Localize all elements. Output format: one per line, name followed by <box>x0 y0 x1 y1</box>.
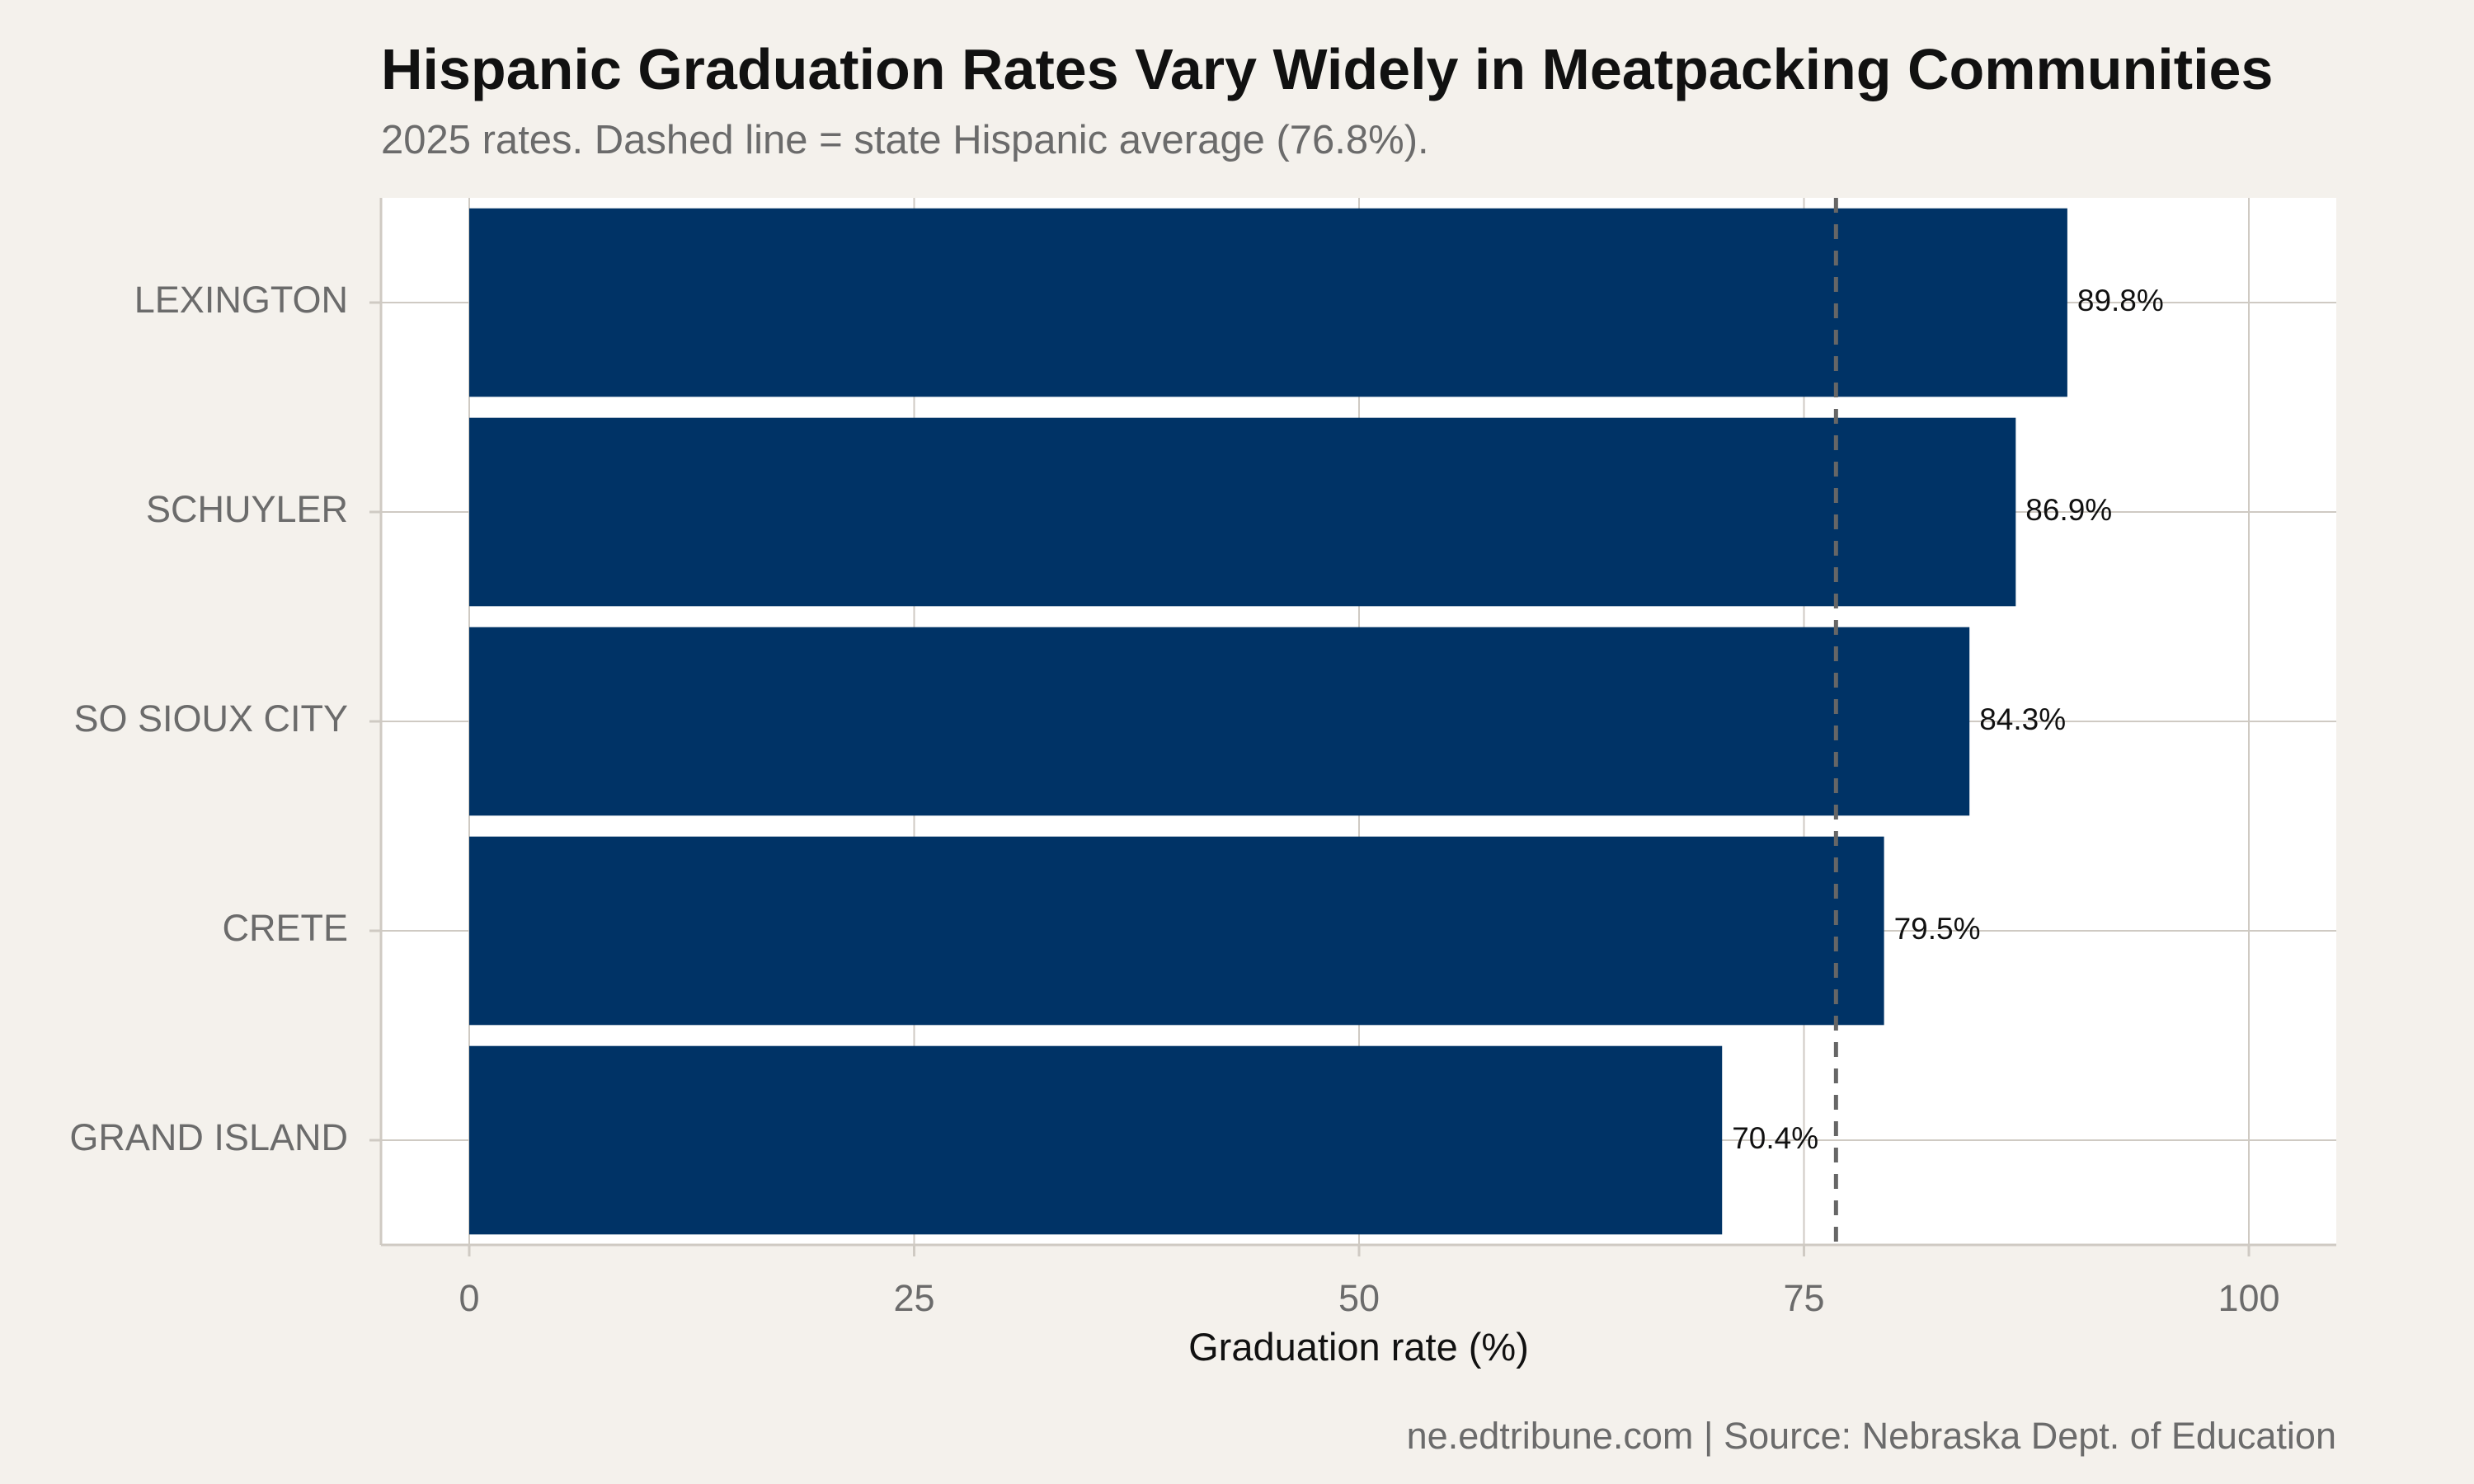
x-tick-label-100: 100 <box>2218 1277 2279 1319</box>
y-tick-label-4: GRAND ISLAND <box>69 1116 348 1158</box>
bar-schuyler <box>469 417 2016 607</box>
bars <box>469 208 2067 1235</box>
bar-grand-island <box>469 1045 1723 1235</box>
value-label-3: 79.5% <box>1894 912 1981 946</box>
x-axis-title: Graduation rate (%) <box>1188 1325 1529 1369</box>
value-label-1: 86.9% <box>2025 493 2112 527</box>
bar-lexington <box>469 208 2067 397</box>
x-tick-label-75: 75 <box>1783 1277 1824 1319</box>
data-labels: 89.8% 86.9% 84.3% 79.5% 70.4% <box>1732 284 2164 1155</box>
x-tick-label-25: 25 <box>893 1277 934 1319</box>
source-caption: ne.edtribune.com | Source: Nebraska Dept… <box>1406 1415 2336 1457</box>
bar-crete <box>469 836 1884 1026</box>
y-tick-label-2: SO SIOUX CITY <box>73 697 348 740</box>
y-tick-label-3: CRETE <box>222 907 348 949</box>
x-tick-label-0: 0 <box>459 1277 479 1319</box>
bar-so-sioux-city <box>469 627 1970 816</box>
value-label-2: 84.3% <box>1979 702 2066 736</box>
chart-title: Hispanic Graduation Rates Vary Widely in… <box>381 37 2274 101</box>
x-tick-label-50: 50 <box>1338 1277 1380 1319</box>
axes: LEXINGTON SCHUYLER SO SIOUX CITY CRETE GRAND… <box>69 198 2336 1319</box>
value-label-4: 70.4% <box>1732 1121 1818 1155</box>
value-label-0: 89.8% <box>2077 284 2164 317</box>
chart-subtitle: 2025 rates. Dashed line = state Hispanic… <box>381 118 1429 162</box>
y-tick-label-0: LEXINGTON <box>134 279 348 321</box>
y-tick-label-1: SCHUYLER <box>146 488 348 530</box>
